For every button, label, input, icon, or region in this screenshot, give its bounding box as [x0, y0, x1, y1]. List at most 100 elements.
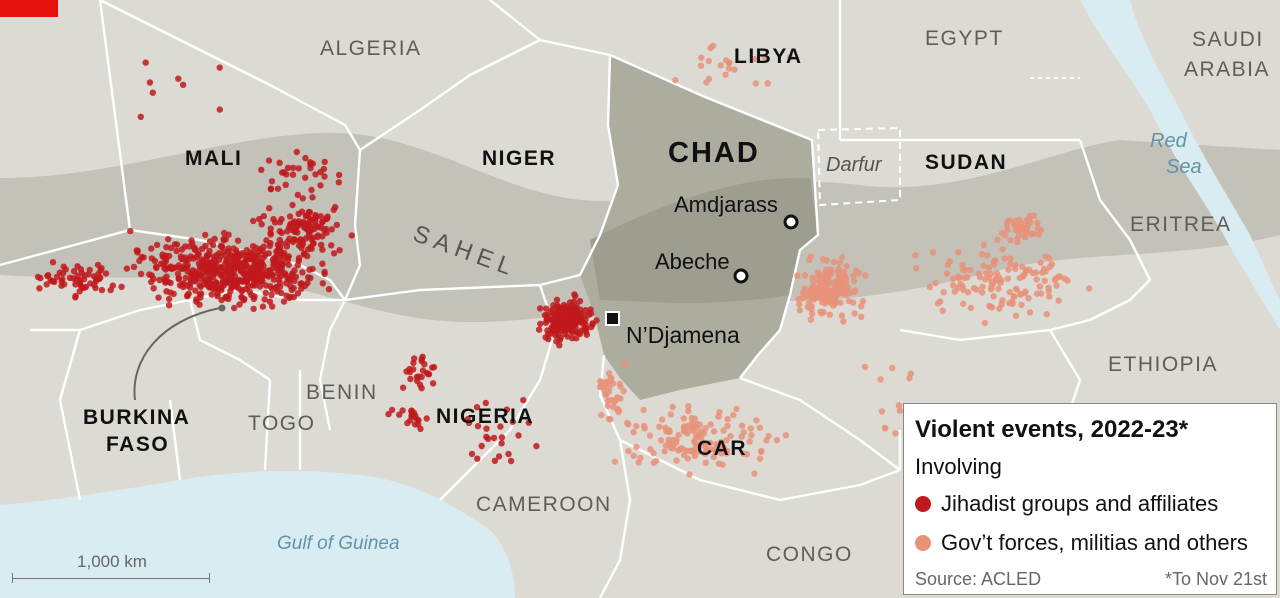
government-event-dot — [1046, 293, 1053, 300]
government-event-dot — [1011, 222, 1018, 229]
country-borders — [0, 0, 1152, 598]
jihadist-event-dot — [58, 278, 65, 285]
jihadist-event-dot — [291, 277, 298, 284]
government-event-dot — [633, 422, 640, 430]
label-egypt: EGYPT — [925, 27, 1004, 50]
jihadist-event-dot — [213, 252, 221, 259]
jihadist-event-dot — [307, 161, 314, 168]
label-saudi-1: SAUDI — [1192, 28, 1264, 51]
jihadist-event-dot — [175, 275, 182, 283]
jihadist-event-dot — [262, 251, 269, 259]
government-event-dot — [1020, 272, 1027, 280]
jihadist-event-dot — [330, 206, 337, 213]
government-event-dot — [733, 405, 740, 413]
jihadist-event-dot — [270, 262, 277, 269]
government-event-dot — [978, 251, 985, 258]
government-event-dot — [703, 446, 710, 454]
jihadist-event-dot — [413, 373, 421, 381]
jihadist-event-dot — [202, 231, 209, 239]
government-event-dot — [1026, 309, 1034, 316]
jihadist-event-dot — [498, 440, 505, 447]
government-event-dot — [630, 452, 637, 459]
government-event-dot — [1001, 255, 1008, 262]
government-event-dot — [635, 459, 642, 466]
government-event-dot — [1020, 225, 1027, 233]
government-event-dot — [752, 80, 759, 87]
government-event-dot — [727, 432, 734, 440]
jihadist-event-dot — [509, 418, 517, 425]
government-event-dot — [806, 256, 813, 264]
jihadist-event-dot — [134, 247, 141, 254]
jihadist-event-dot — [505, 450, 512, 458]
government-event-dot — [1013, 286, 1020, 293]
jihadist-event-dot — [182, 243, 189, 250]
jihadist-event-dot — [280, 298, 288, 305]
government-event-dot — [808, 310, 816, 318]
government-event-dot — [1017, 291, 1024, 298]
label-darfur: Darfur — [826, 154, 882, 176]
jihadist-event-dot — [323, 215, 330, 222]
government-event-dot — [647, 446, 654, 453]
jihadist-event-dot — [205, 251, 213, 258]
government-event-dot — [828, 293, 835, 300]
government-event-dot — [1004, 275, 1011, 282]
jihadist-event-dot — [77, 266, 85, 273]
jihadist-event-dot — [118, 283, 125, 290]
government-event-dot — [862, 272, 869, 279]
jihadist-event-dot — [417, 425, 424, 433]
government-event-dot — [719, 461, 726, 468]
jihadist-event-dot — [261, 296, 268, 303]
government-event-dot — [1043, 310, 1050, 318]
jihadist-event-dot — [302, 174, 309, 181]
jihadist-event-dot — [295, 165, 302, 172]
government-event-dot — [669, 403, 676, 411]
jihadist-event-dot — [202, 275, 209, 283]
government-event-dot — [986, 302, 993, 310]
government-event-dot — [999, 246, 1006, 253]
jihadist-event-dot — [291, 228, 298, 235]
jihadist-event-dot — [300, 218, 307, 225]
government-event-dot — [955, 284, 962, 292]
jihadist-event-dot — [282, 181, 289, 188]
jihadist-event-dot — [197, 290, 205, 297]
legend-title: Violent events, 2022-23* — [915, 416, 1189, 443]
government-event-dot — [1018, 301, 1025, 309]
jihadist-event-dot — [553, 338, 560, 345]
jihadist-event-dot — [319, 246, 326, 253]
jihadist-event-dot — [216, 64, 223, 71]
government-event-dot — [982, 276, 989, 283]
jihadist-event-dot — [473, 404, 481, 411]
government-event-dot — [843, 275, 850, 283]
government-event-dot — [730, 411, 737, 419]
government-event-dot — [861, 363, 869, 371]
jihadist-event-dot — [151, 257, 159, 265]
government-event-dot — [596, 383, 604, 391]
government-event-dot — [624, 419, 631, 427]
jihadist-event-dot — [225, 292, 232, 299]
amdjarass-marker — [783, 214, 799, 230]
jihadist-event-dot — [276, 219, 284, 226]
jihadist-event-dot — [290, 220, 297, 227]
jihadist-event-dot — [314, 233, 321, 241]
government-event-dot — [808, 303, 815, 310]
government-event-dot — [716, 409, 723, 416]
jihadist-event-dot — [317, 182, 324, 189]
government-event-dot — [837, 299, 844, 306]
jihadist-event-dot — [550, 322, 557, 329]
government-event-dot — [824, 272, 831, 279]
jihadist-event-dot — [319, 233, 326, 240]
jihadist-event-dot — [229, 262, 236, 269]
label-niger: NIGER — [482, 147, 557, 170]
jihadist-event-dot — [318, 241, 325, 248]
jihadist-event-dot — [284, 164, 292, 171]
government-event-dot — [621, 360, 628, 368]
government-event-dot — [993, 270, 1000, 277]
government-event-dot — [610, 403, 617, 411]
jihadist-event-dot — [185, 256, 193, 263]
jihadist-event-dot — [250, 305, 257, 313]
government-event-dot — [773, 436, 781, 444]
jihadist-event-dot — [299, 195, 306, 202]
jihadist-event-dot — [491, 457, 499, 464]
jihadist-event-dot — [241, 259, 248, 266]
government-event-dot — [1042, 268, 1050, 275]
